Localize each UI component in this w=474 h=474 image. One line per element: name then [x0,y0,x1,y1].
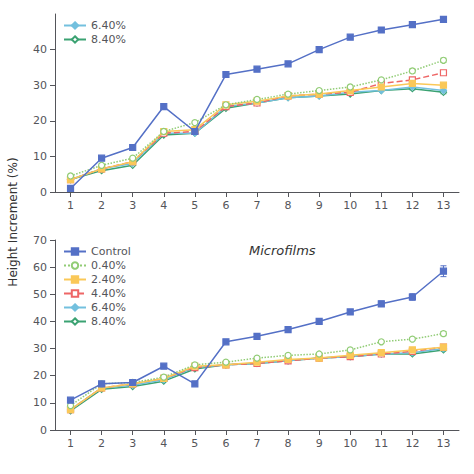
svg-text:5: 5 [191,437,198,450]
svg-text:Control: Control [91,245,131,258]
svg-text:7: 7 [254,199,261,212]
svg-text:Microfilms: Microfilms [249,243,316,258]
svg-text:12: 12 [405,199,419,212]
svg-text:2: 2 [98,199,105,212]
svg-text:8: 8 [285,199,292,212]
svg-text:3: 3 [129,437,136,450]
svg-text:40: 40 [33,315,47,328]
svg-text:70: 70 [33,234,47,247]
svg-text:11: 11 [374,437,388,450]
svg-text:9: 9 [316,437,323,450]
svg-text:40: 40 [33,43,47,56]
svg-text:1: 1 [67,199,74,212]
svg-text:12: 12 [405,437,419,450]
svg-text:10: 10 [343,199,357,212]
svg-text:5: 5 [191,199,198,212]
svg-text:3: 3 [129,199,136,212]
svg-text:Height Increment (%): Height Increment (%) [6,157,20,286]
svg-text:7: 7 [254,437,261,450]
svg-text:6: 6 [222,199,229,212]
svg-text:4.40%: 4.40% [91,287,126,300]
svg-text:6.40%: 6.40% [91,301,126,314]
svg-text:60: 60 [33,261,47,274]
svg-text:1: 1 [67,437,74,450]
svg-text:30: 30 [33,342,47,355]
svg-text:0: 0 [40,186,47,199]
svg-text:10: 10 [343,437,357,450]
svg-text:2.40%: 2.40% [91,273,126,286]
svg-text:8: 8 [285,437,292,450]
svg-text:0: 0 [40,424,47,437]
svg-text:10: 10 [33,150,47,163]
svg-text:8.40%: 8.40% [91,33,126,46]
svg-text:6: 6 [222,437,229,450]
svg-text:10: 10 [33,396,47,409]
svg-text:9: 9 [316,199,323,212]
svg-text:30: 30 [33,79,47,92]
svg-text:8.40%: 8.40% [91,315,126,328]
svg-text:13: 13 [436,199,450,212]
svg-text:0.40%: 0.40% [91,259,126,272]
svg-text:20: 20 [33,369,47,382]
svg-text:4: 4 [160,199,167,212]
svg-text:11: 11 [374,199,388,212]
svg-text:13: 13 [436,437,450,450]
svg-text:2: 2 [98,437,105,450]
svg-text:6.40%: 6.40% [91,19,126,32]
svg-text:50: 50 [33,288,47,301]
svg-text:20: 20 [33,114,47,127]
svg-text:4: 4 [160,437,167,450]
